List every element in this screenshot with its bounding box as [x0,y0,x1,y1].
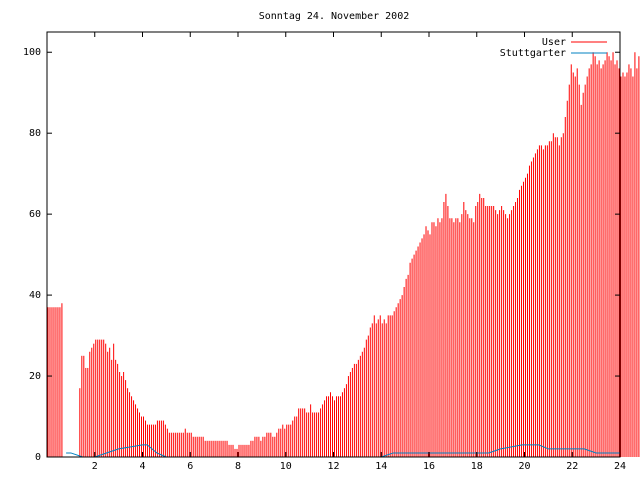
x-tick-label: 2 [92,461,98,472]
y-tick-label: 100 [23,47,41,58]
y-tick-label: 0 [35,452,41,463]
x-tick-label: 6 [187,461,193,472]
x-tick-label: 14 [375,461,387,472]
y-tick-label: 20 [29,371,41,382]
x-tick-label: 22 [566,461,578,472]
user-series [47,52,640,457]
x-tick-label: 24 [614,461,626,472]
x-tick-label: 10 [280,461,292,472]
y-tick-label: 60 [29,209,41,220]
x-tick-label: 12 [327,461,339,472]
x-tick-label: 4 [139,461,145,472]
legend-label-stuttgarter: Stuttgarter [500,48,566,59]
legend-label-user: User [542,37,566,48]
y-tick-label: 40 [29,290,41,301]
x-tick-label: 18 [471,461,483,472]
x-tick-label: 20 [518,461,530,472]
chart-title: Sonntag 24. November 2002 [259,11,410,22]
x-tick-label: 8 [235,461,241,472]
y-tick-label: 80 [29,128,41,139]
legend: User Stuttgarter [500,37,607,59]
x-tick-label: 16 [423,461,435,472]
plot-frame [46,31,621,458]
